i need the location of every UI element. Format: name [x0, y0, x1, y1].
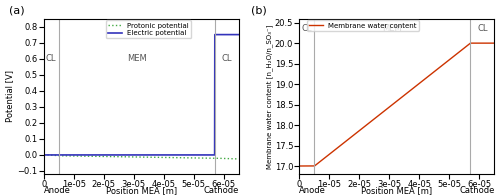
Text: MEM: MEM — [382, 24, 402, 33]
Electric potential — [40, 154, 46, 156]
Electric potential — [130, 154, 136, 156]
Y-axis label: Potential [V]: Potential [V] — [6, 70, 15, 122]
Text: Anode: Anode — [300, 186, 326, 195]
Protonic potential — [236, 158, 242, 160]
Legend: Protonic potential, Electric potential: Protonic potential, Electric potential — [106, 20, 191, 38]
Protonic potential — [130, 156, 136, 158]
Text: Cathode: Cathode — [459, 186, 494, 195]
Electric potential — [230, 33, 236, 36]
Protonic potential — [50, 154, 56, 157]
Electric potential — [50, 154, 56, 156]
Text: Anode: Anode — [44, 186, 70, 195]
Text: Position MEA [m]: Position MEA [m] — [106, 186, 177, 195]
Electric potential — [230, 33, 236, 36]
Text: MEM: MEM — [127, 54, 146, 63]
Electric potential — [236, 33, 242, 36]
Protonic potential — [230, 158, 236, 160]
Line: Membrane water content: Membrane water content — [300, 43, 494, 166]
Text: CL: CL — [222, 54, 232, 63]
Membrane water content — [306, 165, 312, 167]
Membrane water content — [296, 165, 302, 167]
Text: CL: CL — [302, 24, 312, 33]
Protonic potential — [136, 156, 141, 158]
Membrane water content — [450, 56, 456, 58]
Text: (b): (b) — [250, 5, 266, 15]
Protonic potential — [230, 158, 236, 160]
Line: Protonic potential: Protonic potential — [44, 155, 238, 159]
Text: CL: CL — [477, 24, 488, 33]
Membrane water content — [468, 42, 473, 44]
Y-axis label: Membrane water content [n_H₂O/n_SO₃⁻]: Membrane water content [n_H₂O/n_SO₃⁻] — [266, 24, 274, 168]
Protonic potential — [40, 153, 46, 156]
Membrane water content — [486, 42, 492, 44]
Electric potential — [212, 33, 218, 36]
Electric potential — [136, 154, 141, 156]
Electric potential — [194, 154, 200, 156]
Text: Cathode: Cathode — [204, 186, 238, 195]
Protonic potential — [194, 157, 200, 159]
Text: CL: CL — [46, 54, 56, 63]
Line: Electric potential: Electric potential — [44, 35, 238, 155]
Text: (a): (a) — [8, 5, 24, 15]
Membrane water content — [386, 106, 392, 108]
Legend: Membrane water content: Membrane water content — [307, 20, 419, 31]
Membrane water content — [492, 42, 498, 44]
Membrane water content — [486, 42, 492, 44]
Text: Position MEA [m]: Position MEA [m] — [362, 186, 432, 195]
Membrane water content — [392, 102, 398, 104]
